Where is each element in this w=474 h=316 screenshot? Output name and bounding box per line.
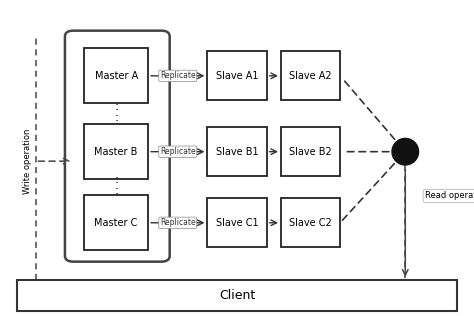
FancyBboxPatch shape [281, 127, 340, 176]
Text: Slave B1: Slave B1 [216, 147, 258, 157]
Text: Master A: Master A [94, 71, 138, 81]
FancyBboxPatch shape [84, 195, 148, 250]
Text: Slave A1: Slave A1 [216, 71, 258, 81]
Text: Master C: Master C [94, 218, 138, 228]
FancyBboxPatch shape [84, 124, 148, 179]
Ellipse shape [392, 138, 419, 165]
Text: Replicate: Replicate [160, 218, 196, 227]
Text: Slave C1: Slave C1 [216, 218, 258, 228]
FancyBboxPatch shape [207, 51, 266, 100]
Text: Replicate: Replicate [160, 147, 196, 156]
Text: Read operation: Read operation [425, 191, 474, 200]
FancyBboxPatch shape [207, 127, 266, 176]
Text: Slave B2: Slave B2 [289, 147, 332, 157]
Text: Client: Client [219, 289, 255, 302]
FancyBboxPatch shape [281, 198, 340, 247]
Text: :
:: : : [114, 100, 118, 124]
FancyBboxPatch shape [84, 48, 148, 104]
Text: Slave A2: Slave A2 [289, 71, 332, 81]
FancyBboxPatch shape [65, 31, 170, 262]
FancyBboxPatch shape [281, 51, 340, 100]
Text: Replicate: Replicate [160, 71, 196, 80]
Text: Slave C2: Slave C2 [289, 218, 332, 228]
Text: :
:: : : [114, 173, 118, 197]
Text: Write operation: Write operation [23, 129, 31, 194]
Text: Master B: Master B [94, 147, 138, 157]
FancyBboxPatch shape [17, 280, 457, 311]
FancyBboxPatch shape [207, 198, 266, 247]
